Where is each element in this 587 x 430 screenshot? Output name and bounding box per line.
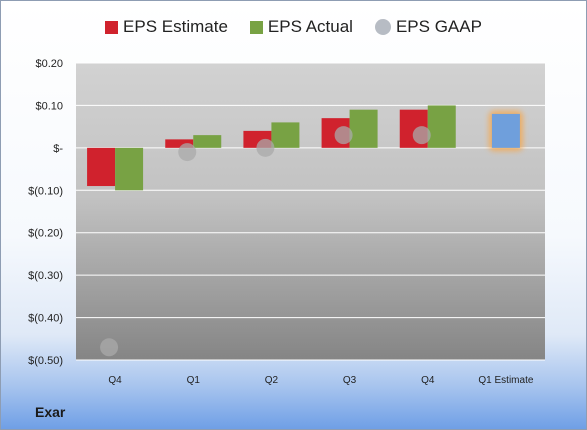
- actual-bar: [427, 105, 456, 148]
- legend-item-actual: EPS Actual: [249, 17, 353, 37]
- legend-swatch-actual: [249, 20, 263, 34]
- actual-bar: [349, 109, 378, 148]
- company-name: Exar: [35, 404, 66, 420]
- y-tick-label: $-: [53, 143, 63, 155]
- legend-swatch-gaap: [374, 19, 391, 35]
- x-tick-label: Q3: [343, 375, 357, 386]
- legend-item-estimate: EPS Estimate: [105, 17, 228, 37]
- gaap-point: [178, 143, 197, 162]
- gaap-point: [412, 126, 431, 145]
- y-tick-label: $(0.40): [28, 313, 63, 325]
- estimate-bar: [87, 147, 116, 187]
- gaap-point: [256, 138, 275, 157]
- y-tick-label: $0.20: [35, 58, 63, 70]
- y-tick-label: $(0.20): [28, 228, 63, 240]
- y-tick-label: $(0.10): [28, 185, 63, 197]
- x-tick-label: Q4: [108, 375, 122, 386]
- legend: EPS Estimate EPS Actual EPS GAAP: [1, 17, 586, 37]
- legend-label-gaap: EPS GAAP: [395, 17, 482, 36]
- gaap-point: [334, 126, 353, 145]
- gaap-point: [100, 338, 119, 357]
- actual-bar: [193, 135, 222, 148]
- legend-item-gaap: EPS GAAP: [374, 17, 482, 37]
- x-tick-label: Q1 Estimate: [478, 375, 533, 386]
- y-tick-label: $0.10: [35, 100, 63, 112]
- x-tick-label: Q4: [421, 375, 435, 386]
- estimate-bar: [165, 139, 194, 148]
- y-tick-label: $(0.50): [28, 355, 63, 367]
- x-tick-label: Q1: [187, 375, 201, 386]
- plot-area: [76, 63, 545, 360]
- legend-label-estimate: EPS Estimate: [123, 17, 228, 36]
- legend-swatch-estimate: [105, 20, 119, 34]
- future-estimate-bar: [491, 113, 520, 148]
- legend-label-actual: EPS Actual: [267, 17, 353, 36]
- y-tick-label: $(0.30): [28, 270, 63, 282]
- x-tick-label: Q2: [265, 375, 279, 386]
- actual-bar: [271, 122, 300, 148]
- actual-bar: [115, 147, 144, 191]
